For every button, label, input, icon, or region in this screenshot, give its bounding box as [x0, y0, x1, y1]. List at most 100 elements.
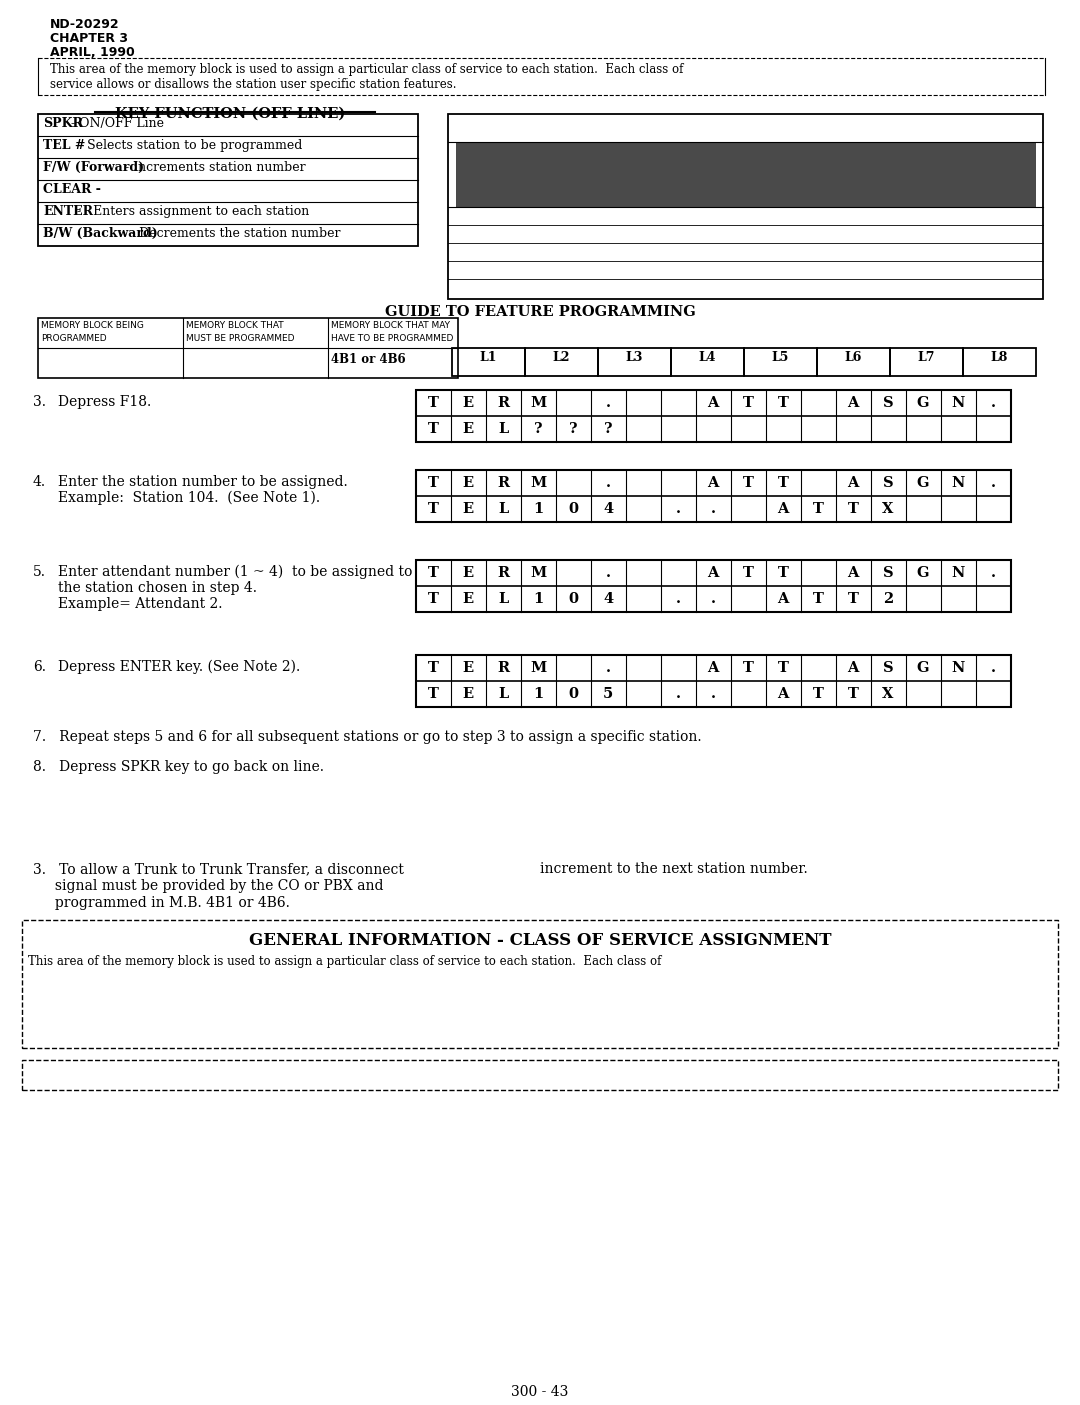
Bar: [22, 1059, 1058, 1090]
Text: Example:  Station 104.  (See Note 1).: Example: Station 104. (See Note 1).: [58, 490, 320, 506]
Text: T: T: [743, 566, 754, 580]
Text: MEMORY BLOCK THAT MAY: MEMORY BLOCK THAT MAY: [330, 320, 450, 330]
Text: .: .: [711, 592, 715, 606]
Text: L2: L2: [552, 351, 570, 364]
Text: T: T: [428, 566, 438, 580]
Text: 8.   Depress SPKR key to go back on line.: 8. Depress SPKR key to go back on line.: [33, 760, 324, 774]
Bar: [22, 920, 1058, 1048]
Bar: [890, 348, 963, 377]
Text: L1: L1: [480, 351, 497, 364]
Text: .: .: [711, 502, 715, 516]
Text: G: G: [917, 660, 929, 674]
Text: the station chosen in step 4.: the station chosen in step 4.: [58, 582, 257, 594]
Text: A: A: [707, 476, 718, 490]
Text: .: .: [990, 566, 996, 580]
Text: .: .: [990, 476, 996, 490]
Text: G: G: [917, 396, 929, 410]
Text: KEY FUNCTION (OFF LINE): KEY FUNCTION (OFF LINE): [114, 107, 346, 121]
Text: .: .: [606, 660, 610, 674]
Text: L4: L4: [699, 351, 716, 364]
Text: .: .: [675, 687, 680, 701]
Text: CHAPTER 3: CHAPTER 3: [50, 32, 129, 45]
Text: 0: 0: [568, 502, 578, 516]
Text: ND-20292: ND-20292: [50, 18, 120, 31]
Text: T: T: [743, 396, 754, 410]
Text: M: M: [530, 396, 546, 410]
Text: T: T: [848, 502, 859, 516]
Text: PROGRAMMED: PROGRAMMED: [41, 334, 107, 343]
Text: TEL #: TEL #: [43, 139, 90, 152]
Text: This area of the memory block is used to assign a particular class of service to: This area of the memory block is used to…: [50, 63, 684, 76]
Text: 1: 1: [532, 502, 543, 516]
Text: ENTER: ENTER: [43, 205, 93, 218]
Text: 4.: 4.: [33, 475, 46, 489]
Text: .: .: [606, 396, 610, 410]
Text: R: R: [497, 660, 509, 674]
Bar: [744, 348, 816, 377]
Text: T: T: [778, 476, 788, 490]
Text: T: T: [848, 592, 859, 606]
Text: ?: ?: [534, 422, 542, 436]
Bar: [416, 471, 1011, 523]
Text: - ON/OFF Line: - ON/OFF Line: [67, 117, 164, 131]
Text: L8: L8: [990, 351, 1008, 364]
Text: R: R: [497, 396, 509, 410]
Bar: [416, 655, 1011, 707]
Text: This area of the memory block is used to assign a particular class of service to: This area of the memory block is used to…: [28, 955, 661, 968]
Text: programmed in M.B. 4B1 or 4B6.: programmed in M.B. 4B1 or 4B6.: [33, 896, 289, 910]
Text: .: .: [711, 687, 715, 701]
Text: A: A: [778, 687, 788, 701]
Bar: [525, 348, 598, 377]
Text: E: E: [462, 422, 473, 436]
Bar: [416, 561, 1011, 613]
Text: 6.: 6.: [33, 660, 46, 674]
Text: L7: L7: [917, 351, 935, 364]
Text: N: N: [951, 660, 964, 674]
Text: A: A: [778, 592, 788, 606]
Text: E: E: [462, 396, 473, 410]
Text: A: A: [848, 566, 859, 580]
Text: SPKR: SPKR: [43, 117, 83, 131]
Text: - Selects station to be programmed: - Selects station to be programmed: [79, 139, 302, 152]
Text: T: T: [428, 502, 438, 516]
Text: M: M: [530, 660, 546, 674]
Text: L: L: [498, 687, 508, 701]
Bar: [963, 348, 1036, 377]
Text: E: E: [462, 502, 473, 516]
Text: MEMORY BLOCK THAT: MEMORY BLOCK THAT: [186, 320, 284, 330]
Text: T: T: [428, 592, 438, 606]
Bar: [816, 348, 890, 377]
Text: S: S: [882, 566, 893, 580]
Text: 4: 4: [603, 502, 613, 516]
Text: signal must be provided by the CO or PBX and: signal must be provided by the CO or PBX…: [33, 880, 383, 894]
Text: ?: ?: [604, 422, 612, 436]
Text: 2: 2: [882, 592, 893, 606]
Text: N: N: [951, 476, 964, 490]
Text: T: T: [743, 660, 754, 674]
Text: Depress ENTER key. (See Note 2).: Depress ENTER key. (See Note 2).: [58, 660, 300, 674]
Bar: [598, 348, 671, 377]
Text: T: T: [848, 687, 859, 701]
Text: .: .: [675, 502, 680, 516]
Bar: [671, 348, 744, 377]
Bar: [38, 318, 458, 378]
Text: A: A: [848, 476, 859, 490]
Text: 5: 5: [603, 687, 613, 701]
Text: 4: 4: [603, 592, 613, 606]
Text: T: T: [778, 396, 788, 410]
Bar: [448, 114, 1043, 299]
Text: A: A: [707, 566, 718, 580]
Text: T: T: [428, 476, 438, 490]
Text: A: A: [848, 396, 859, 410]
Text: - Decrements the station number: - Decrements the station number: [127, 228, 340, 240]
Text: G: G: [917, 476, 929, 490]
Text: M: M: [530, 566, 546, 580]
Bar: [416, 391, 1011, 443]
Bar: [38, 114, 418, 246]
Text: E: E: [462, 660, 473, 674]
Text: .: .: [606, 566, 610, 580]
Text: .: .: [990, 660, 996, 674]
Text: .: .: [675, 592, 680, 606]
Text: MUST BE PROGRAMMED: MUST BE PROGRAMMED: [186, 334, 295, 343]
Text: .: .: [990, 396, 996, 410]
